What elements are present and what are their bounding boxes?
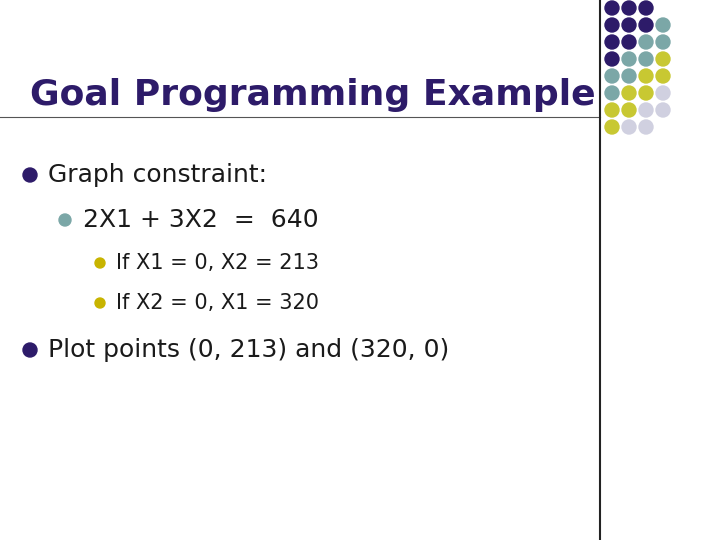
Circle shape	[656, 103, 670, 117]
Circle shape	[23, 343, 37, 357]
Circle shape	[605, 103, 619, 117]
Circle shape	[639, 69, 653, 83]
Circle shape	[622, 120, 636, 134]
Circle shape	[59, 214, 71, 226]
Circle shape	[656, 18, 670, 32]
Circle shape	[622, 18, 636, 32]
Circle shape	[605, 120, 619, 134]
Circle shape	[622, 1, 636, 15]
Circle shape	[605, 69, 619, 83]
Circle shape	[23, 168, 37, 182]
Circle shape	[639, 18, 653, 32]
Circle shape	[622, 35, 636, 49]
Circle shape	[95, 298, 105, 308]
Text: Plot points (0, 213) and (320, 0): Plot points (0, 213) and (320, 0)	[48, 338, 449, 362]
Circle shape	[95, 258, 105, 268]
Circle shape	[605, 52, 619, 66]
Circle shape	[605, 1, 619, 15]
Circle shape	[656, 86, 670, 100]
Circle shape	[605, 18, 619, 32]
Circle shape	[656, 69, 670, 83]
Text: Graph constraint:: Graph constraint:	[48, 163, 267, 187]
Circle shape	[639, 35, 653, 49]
Circle shape	[639, 1, 653, 15]
Circle shape	[605, 35, 619, 49]
Circle shape	[639, 52, 653, 66]
Text: 2X1 + 3X2  =  640: 2X1 + 3X2 = 640	[83, 208, 319, 232]
Circle shape	[605, 86, 619, 100]
Circle shape	[622, 103, 636, 117]
Circle shape	[622, 52, 636, 66]
Circle shape	[656, 52, 670, 66]
Text: If X1 = 0, X2 = 213: If X1 = 0, X2 = 213	[116, 253, 319, 273]
Circle shape	[639, 86, 653, 100]
Text: Goal Programming Example: Goal Programming Example	[30, 78, 595, 112]
Circle shape	[622, 86, 636, 100]
Circle shape	[622, 69, 636, 83]
Circle shape	[639, 120, 653, 134]
Circle shape	[639, 103, 653, 117]
Text: If X2 = 0, X1 = 320: If X2 = 0, X1 = 320	[116, 293, 319, 313]
Circle shape	[656, 35, 670, 49]
